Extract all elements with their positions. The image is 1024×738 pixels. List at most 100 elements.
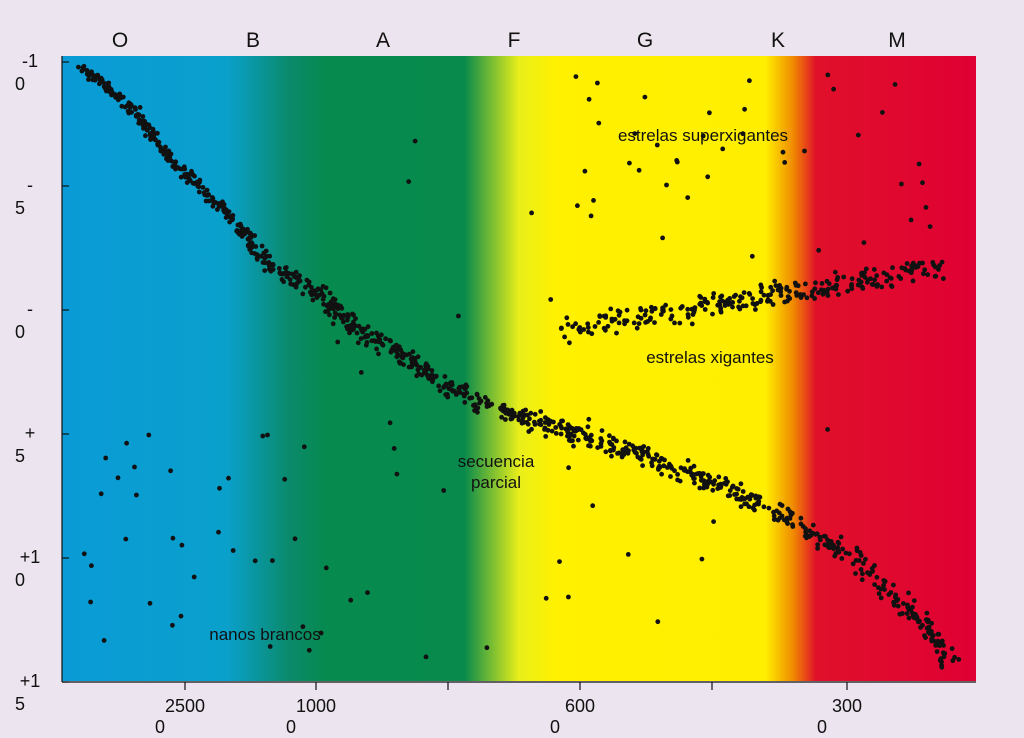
star-point xyxy=(861,561,866,566)
spectrum-background xyxy=(62,56,976,681)
star-point xyxy=(707,479,713,485)
star-point xyxy=(376,338,382,344)
star-point xyxy=(283,265,289,270)
star-point xyxy=(656,458,662,464)
star-point xyxy=(688,465,694,471)
star-point xyxy=(675,472,680,477)
star-point xyxy=(916,161,922,167)
star-point xyxy=(249,232,255,238)
star-point xyxy=(855,282,861,288)
spectral-class-label: M xyxy=(888,29,906,52)
star-point xyxy=(702,478,707,484)
star-point xyxy=(812,286,818,292)
star-point xyxy=(358,336,364,341)
star-point xyxy=(838,534,844,540)
star-point xyxy=(605,323,611,329)
star-point xyxy=(133,113,139,119)
star-point xyxy=(656,465,661,471)
star-point xyxy=(267,264,272,269)
star-point xyxy=(425,363,431,369)
star-point xyxy=(887,275,893,281)
star-point xyxy=(849,282,854,287)
star-point xyxy=(662,457,667,463)
star-point xyxy=(585,424,591,430)
star-point xyxy=(810,522,816,528)
star-point xyxy=(882,587,887,592)
y-tick-label: - xyxy=(27,175,33,195)
star-point xyxy=(575,437,581,443)
star-point xyxy=(784,519,790,525)
star-point xyxy=(217,485,222,491)
star-point xyxy=(782,160,788,165)
star-point xyxy=(441,385,446,390)
star-point xyxy=(394,471,400,477)
star-point xyxy=(859,577,865,583)
star-point xyxy=(884,278,890,284)
star-point xyxy=(616,320,622,326)
star-point xyxy=(931,638,937,644)
star-point xyxy=(216,529,221,535)
star-point xyxy=(265,432,270,438)
star-point xyxy=(632,131,638,137)
star-point xyxy=(412,138,418,144)
star-point xyxy=(937,263,942,268)
star-point xyxy=(881,578,887,583)
star-point xyxy=(908,217,914,223)
y-tick-label: 0 xyxy=(15,322,25,342)
star-point xyxy=(581,327,587,332)
star-point xyxy=(129,109,135,115)
star-point xyxy=(365,333,371,339)
star-point xyxy=(878,595,884,601)
star-point xyxy=(772,516,777,522)
star-point xyxy=(249,240,255,246)
star-point xyxy=(293,269,299,275)
star-point xyxy=(927,628,933,634)
star-point xyxy=(263,255,268,260)
star-point xyxy=(798,292,803,297)
star-point xyxy=(915,617,920,622)
star-point xyxy=(543,595,549,601)
star-point xyxy=(933,643,939,648)
star-point xyxy=(904,611,910,616)
star-point xyxy=(804,295,810,301)
star-point xyxy=(330,321,336,327)
star-point xyxy=(830,285,836,291)
star-point xyxy=(585,321,591,327)
star-point xyxy=(383,336,388,342)
star-point xyxy=(669,313,675,319)
star-point xyxy=(892,82,898,87)
star-point xyxy=(770,288,775,294)
star-point xyxy=(79,68,85,74)
star-point xyxy=(679,304,685,309)
star-point xyxy=(332,297,338,302)
star-point xyxy=(734,496,740,502)
star-point xyxy=(858,567,864,572)
region-label: secuencia xyxy=(458,452,535,471)
star-point xyxy=(597,313,603,319)
star-point xyxy=(449,382,455,388)
star-point xyxy=(286,271,292,276)
star-point xyxy=(310,297,316,303)
star-point xyxy=(394,354,400,360)
star-point xyxy=(365,590,370,595)
star-point xyxy=(456,313,461,319)
star-point xyxy=(609,453,614,459)
star-point xyxy=(927,224,933,230)
star-point xyxy=(567,340,572,346)
star-point xyxy=(727,493,733,498)
star-point xyxy=(108,88,113,94)
star-point xyxy=(803,281,808,287)
spectral-class-label: A xyxy=(376,29,390,52)
star-point xyxy=(566,465,571,471)
star-point xyxy=(942,651,948,656)
star-point xyxy=(737,298,742,304)
star-point xyxy=(925,272,931,277)
star-point xyxy=(741,290,747,295)
star-point xyxy=(603,313,609,319)
star-point xyxy=(643,308,649,314)
star-point xyxy=(86,77,91,82)
star-point xyxy=(99,77,105,83)
star-point xyxy=(184,180,190,186)
star-point xyxy=(849,286,855,292)
star-point xyxy=(920,260,925,266)
